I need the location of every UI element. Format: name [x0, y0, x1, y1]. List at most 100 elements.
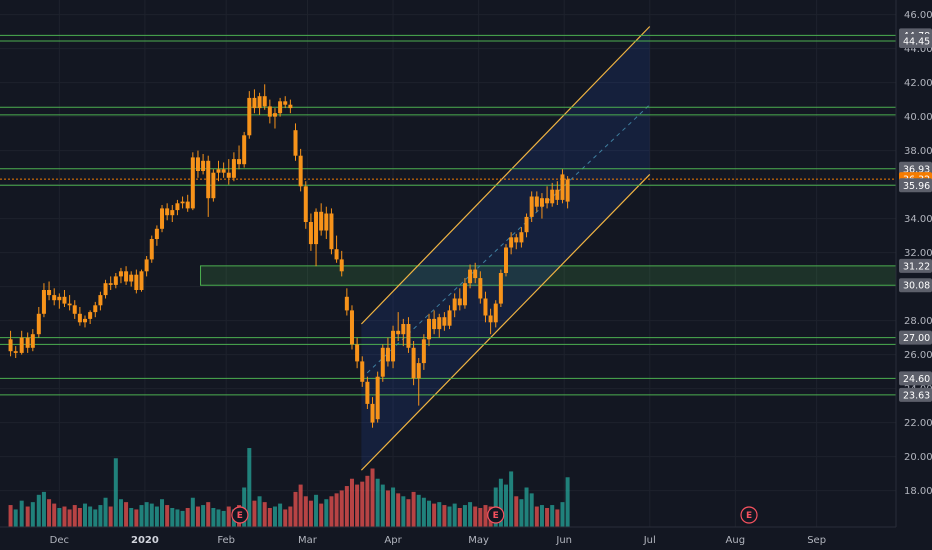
price-tick-13: 44.00: [904, 44, 932, 55]
candle-91: [478, 271, 483, 304]
price-tick-0: 18.00: [904, 486, 932, 497]
candle-body-3: [25, 337, 30, 348]
candle-5: [36, 307, 41, 338]
candle-body-81: [426, 318, 431, 340]
candle-2: [19, 330, 24, 355]
candle-97: [509, 232, 514, 255]
price-tick-2: 22.00: [904, 418, 932, 429]
candle-body-67: [355, 344, 360, 362]
volume-bar-27: [149, 503, 154, 527]
volume-bar-45: [242, 487, 247, 527]
volume-bar-71: [375, 478, 380, 527]
earnings-circle-2: [740, 506, 758, 524]
candle-body-66: [349, 310, 354, 345]
candle-body-30: [165, 208, 170, 216]
volume-bar-53: [283, 509, 288, 527]
volume-bar-102: [534, 506, 539, 527]
time-tick-6: Jun: [555, 535, 572, 546]
candle-65: [344, 288, 349, 316]
candle-67: [355, 337, 360, 369]
volume-bar-10: [62, 506, 67, 527]
volume-bar-83: [437, 502, 442, 527]
candle-body-29: [160, 208, 165, 229]
volume-bar-85: [447, 506, 452, 527]
price-label-8: 24.60: [899, 371, 932, 386]
volume-bar-26: [144, 502, 149, 527]
time-axis-bg: [0, 527, 932, 550]
candle-body-103: [539, 198, 544, 207]
candle-17: [98, 291, 103, 311]
candle-83: [437, 313, 442, 338]
candle-body-55: [293, 130, 298, 156]
candle-body-77: [406, 324, 411, 348]
candle-body-92: [483, 298, 488, 316]
volume-bar-76: [401, 496, 406, 527]
candle-body-91: [478, 278, 483, 299]
price-label-bg-8: [899, 371, 932, 386]
price-label-bg-7: [899, 330, 932, 345]
candle-body-20: [113, 276, 118, 285]
candle-37: [201, 154, 206, 175]
candle-body-87: [457, 298, 462, 306]
price-tick-1: 20.00: [904, 452, 932, 463]
candle-45: [242, 131, 247, 168]
candle-body-25: [139, 271, 144, 290]
candle-body-82: [432, 318, 437, 330]
candles: [8, 84, 570, 428]
candle-body-68: [360, 361, 365, 382]
volume-bar-21: [118, 499, 123, 527]
candle-59: [314, 208, 319, 267]
earnings-marker-2: E: [740, 506, 758, 524]
volume-bar-50: [267, 507, 272, 527]
candle-50: [267, 99, 272, 124]
price-tick-4: 26.00: [904, 350, 932, 361]
volume-bar-55: [293, 491, 298, 527]
volume-bar-56: [298, 484, 303, 527]
time-axis[interactable]: Dec 2020 Feb Mar Apr May Jun Jul Aug Sep: [0, 526, 932, 550]
candle-64: [339, 250, 344, 277]
candle-3: [25, 332, 30, 353]
candle-35: [190, 152, 195, 211]
price-label-bg-9: [899, 387, 932, 402]
candle-body-33: [180, 201, 185, 204]
candle-62: [329, 208, 334, 255]
candle-body-74: [391, 330, 396, 362]
candle-body-4: [30, 334, 35, 348]
volume-bar-91: [478, 507, 483, 527]
candle-80: [421, 334, 426, 370]
candle-53: [283, 96, 288, 109]
price-label-9: 23.63: [899, 387, 932, 402]
volume-bar-25: [139, 505, 144, 527]
volume-bar-48: [257, 496, 262, 527]
volume-bar-36: [195, 506, 200, 527]
volume-bar-7: [47, 499, 52, 527]
candle-body-23: [129, 274, 134, 282]
volume-bar-40: [216, 509, 221, 527]
volume-bar-86: [452, 503, 457, 527]
candle-54: [288, 99, 293, 114]
candle-12: [72, 300, 77, 319]
candle-body-105: [550, 189, 555, 204]
candle-103: [539, 193, 544, 219]
price-axis[interactable]: 18.0020.0022.0024.0026.0028.0030.0032.00…: [895, 0, 932, 550]
candle-body-1: [13, 351, 18, 353]
candle-body-101: [529, 196, 534, 217]
price-label-5: 31.22: [899, 258, 932, 273]
candle-49: [262, 84, 267, 110]
candle-46: [247, 91, 252, 139]
candle-body-63: [334, 249, 339, 260]
candle-body-53: [283, 101, 288, 105]
candle-87: [457, 288, 462, 311]
candle-body-31: [170, 210, 175, 216]
volume-bar-90: [473, 506, 478, 527]
candle-22: [124, 266, 129, 285]
price-tick-12: 42.00: [904, 78, 932, 89]
price-tick-14: 46.00: [904, 10, 932, 21]
candle-51: [272, 108, 277, 129]
price-tick-7: 32.00: [904, 248, 932, 259]
volume-bar-73: [385, 490, 390, 527]
price-label-6: 30.08: [899, 278, 932, 293]
volume-bar-100: [524, 487, 529, 527]
